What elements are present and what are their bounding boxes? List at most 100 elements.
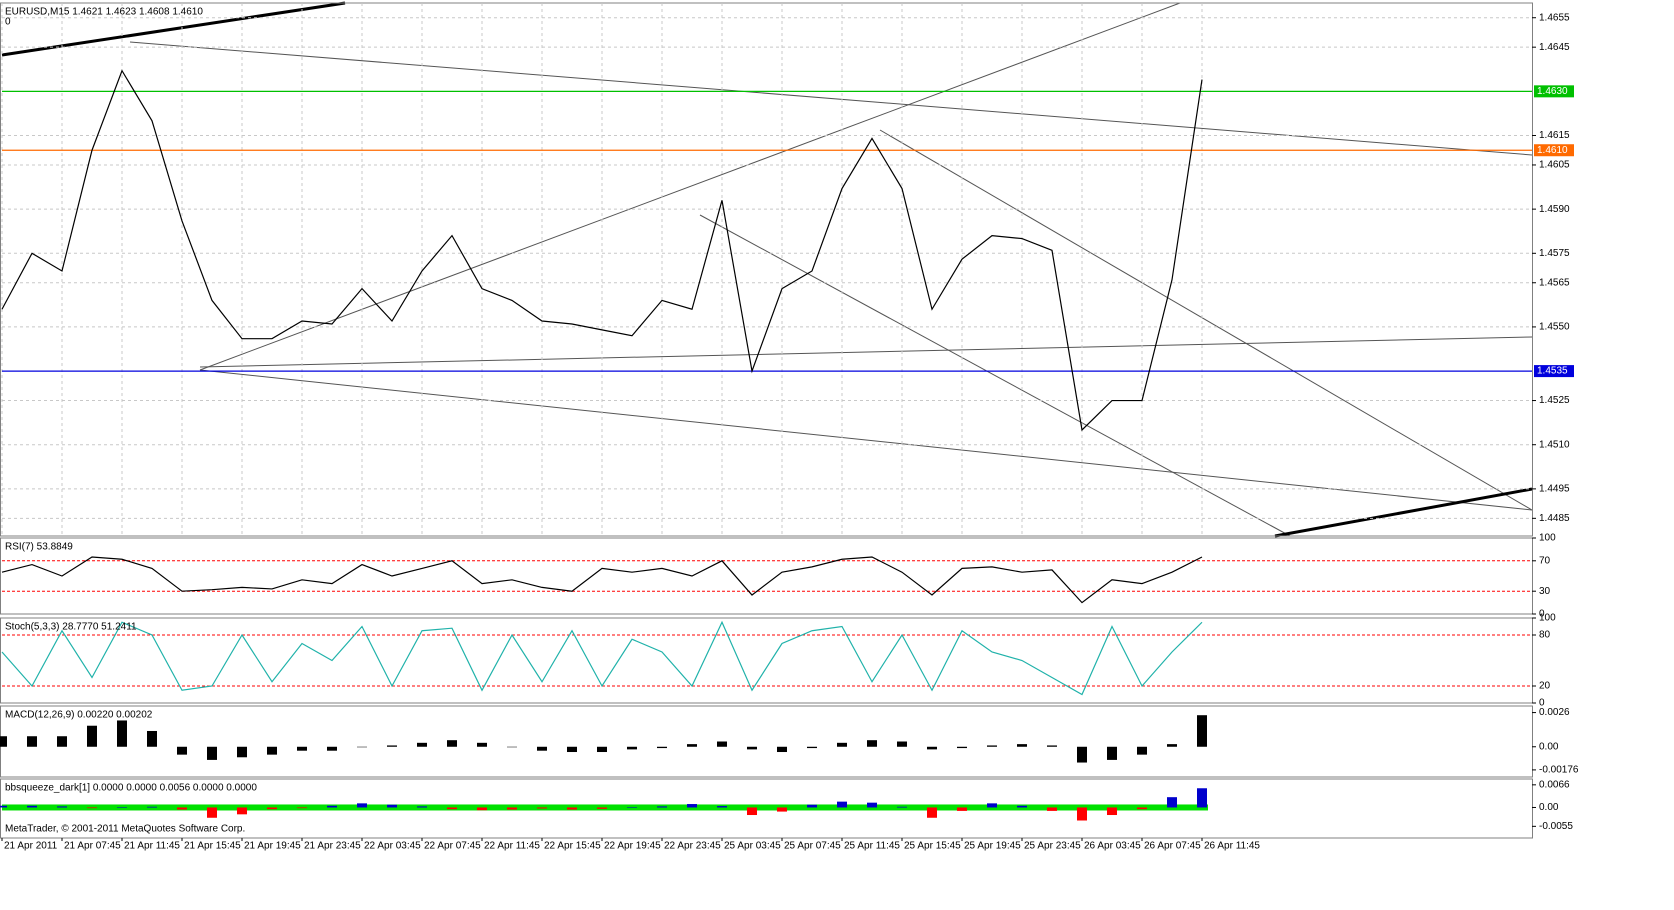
panel-title: RSI(7) 53.8849 [5,542,73,553]
histogram-bar [1197,788,1207,808]
trend-line [199,336,1533,368]
trend-line [129,41,1533,156]
histogram-bar [777,746,787,753]
price-level-box [1534,365,1574,378]
x-tick-label: 22 Apr 15:45 [544,841,601,852]
histogram-bar [267,746,277,755]
histogram-bar [747,807,757,816]
histogram-bar [1047,745,1057,747]
x-tick-label: 21 Apr 15:45 [184,841,241,852]
histogram-bar [447,807,457,810]
y-tick-label: 30 [1539,586,1551,597]
histogram-bar [357,803,367,808]
histogram-bar [1137,807,1147,810]
price-level-box [1534,144,1574,157]
y-tick-label: 100 [1539,613,1556,624]
histogram-bar [117,720,127,747]
histogram-bar [1077,746,1087,763]
histogram-bar [837,742,847,747]
panel-title: MACD(12,26,9) 0.00220 0.00202 [5,710,153,721]
x-tick-label: 22 Apr 11:45 [484,841,540,852]
x-tick-label: 21 Apr 19:45 [244,841,301,852]
x-tick-label: 25 Apr 15:45 [904,841,961,852]
x-tick-label: 21 Apr 11:45 [124,841,180,852]
histogram-bar [987,745,997,747]
histogram-bar [1017,805,1027,808]
histogram-bar [297,807,307,809]
panel-title: EURUSD,M15 1.4621 1.4623 1.4608 1.4610 [5,7,203,18]
y-tick-label: 1.4590 [1539,204,1570,215]
x-tick-label: 22 Apr 03:45 [364,841,421,852]
x-tick-label: 26 Apr 07:45 [1144,841,1201,852]
histogram-bar [627,746,637,750]
price-level-box [1534,85,1574,98]
histogram-bar [687,744,697,747]
y-tick-label: 20 [1539,681,1551,692]
histogram-bar [657,746,667,749]
x-tick-label: 25 Apr 07:45 [784,841,841,852]
histogram-bar [1107,746,1117,760]
histogram-bar [627,807,637,808]
y-tick-label: 0.0026 [1539,707,1570,718]
x-tick-label: 25 Apr 23:45 [1024,841,1081,852]
histogram-bar [597,807,607,809]
histogram-bar [177,746,187,755]
panel-frame [0,2,1533,537]
histogram-bar [1047,807,1057,811]
trend-line [199,2,1181,371]
panel-title: bbsqueeze_dark[1] 0.0000 0.0000 0.0056 0… [5,783,257,794]
histogram-bar [87,725,97,747]
histogram-bar [0,736,7,747]
histogram-bar [327,805,337,808]
histogram-bar [987,803,997,808]
histogram-bar [597,746,607,753]
trend-line [1,1,346,57]
y-tick-label: 1.4655 [1539,12,1570,23]
histogram-bar [507,807,517,810]
y-tick-label: 1.4605 [1539,160,1570,171]
histogram-bar [897,806,907,808]
x-tick-label: 22 Apr 19:45 [604,841,661,852]
histogram-bar [147,806,157,808]
histogram-bar [717,741,727,747]
y-tick-label: 1.4575 [1539,248,1570,259]
histogram-bar [567,807,577,810]
histogram-bar [927,807,937,818]
histogram-bar [177,807,187,810]
histogram-bar [147,730,157,747]
histogram-bar [27,805,37,808]
panel-frame [0,537,1533,615]
histogram-bar [27,736,37,747]
copyright: MetaTrader, © 2001-2011 MetaQuotes Softw… [5,824,245,835]
histogram-bar [1137,746,1147,755]
histogram-bar [207,807,217,818]
y-tick-label: 1.4565 [1539,277,1570,288]
y-tick-label: -0.0055 [1539,821,1573,832]
histogram-bar [837,801,847,808]
x-tick-label: 22 Apr 23:45 [664,841,721,852]
histogram-bar [957,746,967,749]
histogram-bar [57,806,67,808]
histogram-bar [267,807,277,810]
price-level-label: 1.4630 [1537,86,1568,97]
histogram-bar [807,804,817,808]
histogram-bar [57,736,67,747]
histogram-bar [417,742,427,747]
histogram-bar [1197,715,1207,747]
x-tick-label: 25 Apr 11:45 [844,841,900,852]
histogram-bar [87,807,97,809]
x-tick-label: 26 Apr 11:45 [1204,841,1260,852]
panel-frame [0,617,1533,704]
histogram-bar [207,746,217,760]
histogram-bar [537,746,547,751]
histogram-bar [0,805,7,808]
x-tick-label: 21 Apr 23:45 [304,841,361,852]
y-tick-label: 1.4615 [1539,130,1570,141]
histogram-bar [927,746,937,750]
histogram-bar [237,807,247,815]
histogram-bar [117,807,127,808]
y-tick-label: 0.00 [1539,741,1559,752]
histogram-bar [477,742,487,747]
